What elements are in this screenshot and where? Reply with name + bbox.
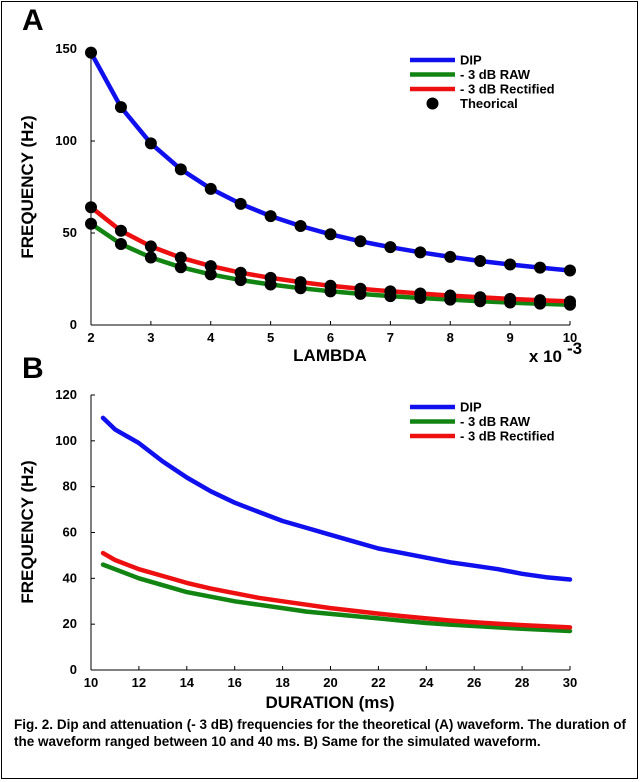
y-tick-label: 0 — [70, 662, 77, 677]
theorical-point — [85, 46, 97, 59]
y-tick-label: 60 — [63, 525, 77, 540]
y-axis-label: FREQUENCY (Hz) — [18, 115, 37, 258]
series-line-rectified — [100, 550, 573, 630]
theorical-point — [534, 261, 547, 274]
theorical-point — [324, 228, 337, 241]
x-tick-label: 5 — [267, 330, 274, 345]
x-tick-label: 10 — [563, 330, 577, 345]
panel-label-b: B — [22, 352, 44, 385]
x-tick-label: 6 — [327, 330, 334, 345]
theorical-point — [384, 241, 397, 254]
y-tick-label: 80 — [63, 479, 77, 494]
theorical-point — [114, 238, 127, 251]
x-tick-label: 14 — [180, 675, 195, 690]
x-tick-label: 18 — [275, 675, 289, 690]
x-tick-label: 4 — [207, 330, 215, 345]
theorical-point — [114, 101, 127, 114]
theorical-point — [294, 276, 307, 289]
x-axis-multiplier-exponent: -3 — [567, 339, 582, 358]
legend-label: DIP — [460, 400, 482, 415]
x-tick-label: 9 — [507, 330, 514, 345]
x-tick-label: 24 — [419, 675, 434, 690]
theorical-point — [174, 163, 187, 176]
y-tick-label: 40 — [63, 570, 77, 585]
theorical-point — [444, 289, 457, 302]
series-line-raw — [100, 562, 573, 634]
theorical-point — [114, 224, 127, 237]
legend-swatch-theorical — [426, 97, 439, 110]
theorical-point — [144, 251, 157, 264]
theorical-point — [384, 285, 397, 298]
theorical-point — [204, 268, 217, 281]
x-tick-label: 30 — [563, 675, 577, 690]
y-tick-label: 100 — [55, 433, 77, 448]
theorical-point — [474, 291, 487, 304]
theorical-point — [534, 294, 547, 307]
x-tick-label: 26 — [467, 675, 481, 690]
x-tick-label: 7 — [387, 330, 394, 345]
y-axis-label: FREQUENCY (Hz) — [18, 460, 37, 603]
theorical-point — [174, 261, 187, 274]
theorical-point — [204, 260, 217, 273]
theorical-point — [564, 295, 576, 308]
legend-label: - 3 dB RAW — [460, 414, 531, 429]
x-axis-multiplier: x 10 — [529, 347, 562, 366]
x-tick-label: 2 — [87, 330, 94, 345]
legend-label: - 3 dB RAW — [460, 67, 531, 82]
theorical-point — [444, 250, 457, 263]
series-line-dip — [100, 415, 573, 582]
legend-label: - 3 dB Rectified — [460, 82, 555, 97]
legend-label: DIP — [460, 53, 482, 68]
theorical-point — [564, 264, 576, 277]
x-tick-label: 10 — [84, 675, 98, 690]
theorical-point — [294, 220, 307, 233]
x-axis-label: LAMBDA — [293, 346, 367, 365]
y-tick-label: 120 — [55, 387, 77, 402]
x-tick-label: 20 — [323, 675, 337, 690]
theorical-point — [204, 182, 217, 195]
theorical-point — [144, 137, 157, 150]
theorical-point — [354, 282, 367, 295]
y-tick-label: 100 — [55, 133, 77, 148]
y-tick-label: 150 — [55, 41, 77, 56]
y-tick-label: 20 — [63, 616, 77, 631]
theorical-point — [504, 258, 517, 271]
legend-label: Theorical — [460, 96, 518, 111]
x-tick-label: 8 — [447, 330, 454, 345]
chart-b: B 10 12 14 16 18 20 22 24 26 28 30 0 20 40 60 80 100 120 DU… — [18, 352, 577, 712]
y-tick-label: 0 — [70, 317, 77, 332]
x-tick-label: 16 — [227, 675, 241, 690]
theorical-point — [354, 235, 367, 248]
theorical-point — [264, 271, 277, 284]
panel-label-a: A — [22, 4, 44, 37]
theorical-point — [85, 201, 97, 214]
theorical-point — [504, 292, 517, 305]
theorical-point — [324, 279, 337, 292]
x-tick-label: 22 — [371, 675, 385, 690]
x-tick-label: 12 — [132, 675, 146, 690]
y-tick-label: 50 — [63, 225, 77, 240]
x-tick-label: 3 — [147, 330, 154, 345]
theorical-point — [234, 197, 247, 210]
theorical-point — [414, 287, 427, 300]
theorical-point — [474, 254, 487, 267]
legend-label: - 3 dB Rectified — [460, 429, 555, 444]
theorical-point — [85, 217, 97, 230]
x-axis-label: DURATION (ms) — [265, 693, 394, 712]
theorical-point — [414, 246, 427, 259]
theorical-point — [174, 251, 187, 264]
theorical-point — [144, 240, 157, 253]
figure-caption: Fig. 2. Dip and attenuation (- 3 dB) fre… — [14, 717, 626, 749]
theorical-point — [264, 210, 277, 223]
theorical-point — [234, 266, 247, 279]
x-tick-label: 28 — [515, 675, 529, 690]
